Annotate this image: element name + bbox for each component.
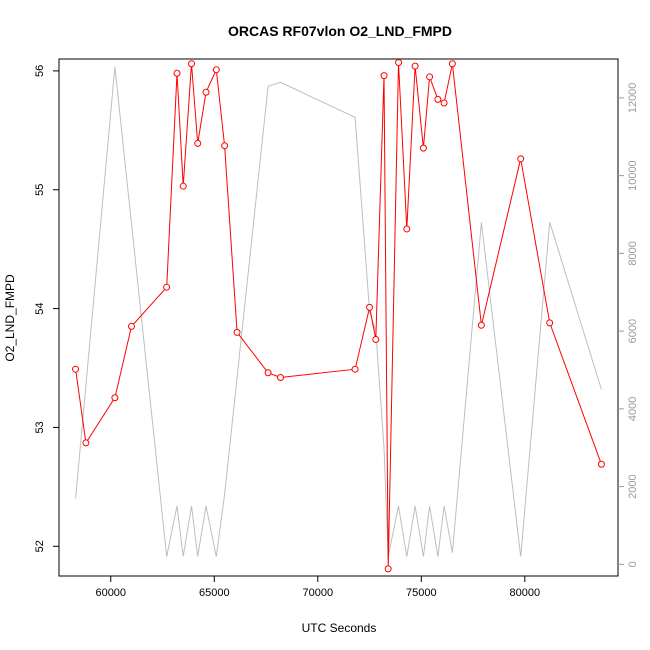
data-point bbox=[380, 72, 388, 80]
series-red bbox=[72, 59, 605, 573]
y-tick-label: 55 bbox=[34, 184, 46, 196]
y2-tick-label: 6000 bbox=[627, 319, 639, 343]
y2-tick-label: 2000 bbox=[627, 474, 639, 498]
data-point bbox=[411, 62, 419, 70]
data-point bbox=[188, 60, 196, 68]
data-point bbox=[395, 59, 403, 67]
x-axis: 60000 65000 70000 75000 80000 bbox=[95, 576, 540, 599]
red-series-line bbox=[75, 62, 602, 569]
data-point bbox=[264, 369, 272, 377]
data-point bbox=[448, 60, 456, 68]
y2-tick-label: 8000 bbox=[627, 241, 639, 265]
data-point bbox=[233, 328, 241, 336]
x-axis-label: UTC Seconds bbox=[302, 621, 377, 635]
y2-tick-label: 4000 bbox=[627, 397, 639, 421]
data-point bbox=[163, 283, 171, 291]
data-point bbox=[202, 88, 210, 96]
data-point bbox=[366, 303, 374, 311]
data-point bbox=[434, 95, 442, 103]
plot-frame bbox=[58, 58, 619, 577]
data-point bbox=[426, 73, 434, 81]
y-axis: 52 53 54 55 56 bbox=[34, 65, 59, 552]
x-tick-label: 65000 bbox=[199, 587, 230, 599]
data-point bbox=[351, 365, 359, 373]
data-point bbox=[277, 374, 285, 382]
y2-tick-label: 0 bbox=[627, 561, 639, 567]
data-point bbox=[82, 439, 90, 447]
data-point bbox=[72, 365, 80, 373]
data-point bbox=[384, 565, 392, 573]
y-tick-label: 53 bbox=[34, 421, 46, 433]
x-tick-label: 70000 bbox=[302, 587, 333, 599]
y-tick-label: 52 bbox=[34, 540, 46, 552]
data-point bbox=[127, 322, 135, 330]
data-point bbox=[111, 394, 119, 402]
data-point bbox=[212, 66, 220, 74]
data-point bbox=[194, 139, 202, 147]
data-point bbox=[221, 142, 229, 150]
y2-tick-label: 10000 bbox=[627, 160, 639, 191]
gray-series-line bbox=[75, 66, 602, 557]
y2-axis: 0 2000 4000 6000 8000 10000 12000 bbox=[618, 83, 639, 567]
series-gray bbox=[75, 66, 602, 557]
data-point bbox=[477, 321, 485, 329]
x-tick-label: 80000 bbox=[510, 587, 541, 599]
y2-tick-label: 12000 bbox=[627, 83, 639, 114]
x-tick-label: 75000 bbox=[406, 587, 437, 599]
y-tick-label: 56 bbox=[34, 65, 46, 77]
data-point bbox=[403, 225, 411, 233]
x-tick-label: 60000 bbox=[95, 587, 126, 599]
chart-title: ORCAS RF07vlon O2_LND_FMPD bbox=[228, 23, 452, 39]
y-axis-label: O2_LND_FMPD bbox=[3, 274, 17, 362]
data-point bbox=[173, 69, 181, 77]
y-tick-label: 54 bbox=[34, 302, 46, 314]
data-point bbox=[179, 182, 187, 190]
data-point bbox=[597, 460, 605, 468]
data-point bbox=[546, 319, 554, 327]
data-point bbox=[440, 99, 448, 107]
data-point bbox=[517, 155, 525, 163]
data-point bbox=[419, 144, 427, 152]
data-point bbox=[372, 335, 380, 343]
